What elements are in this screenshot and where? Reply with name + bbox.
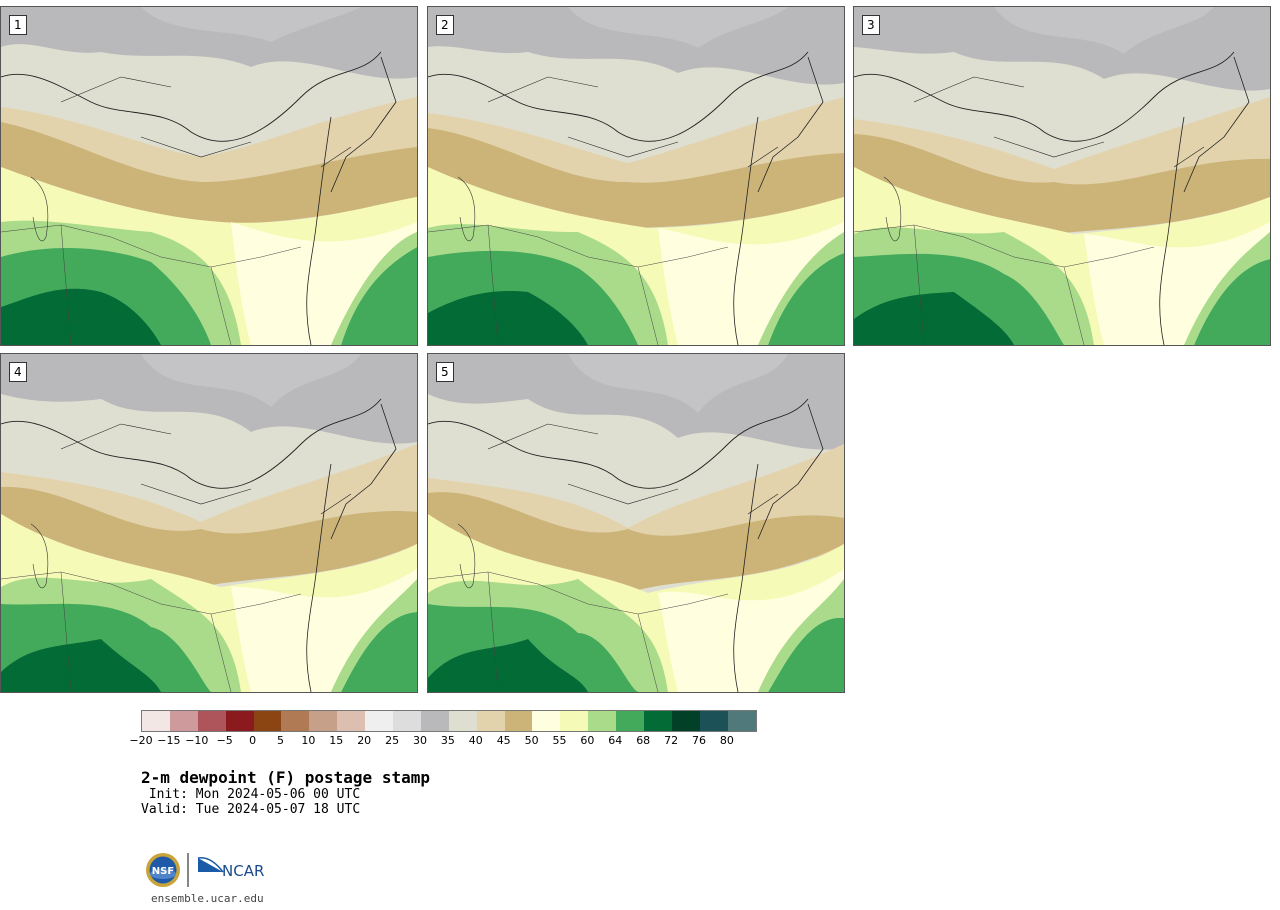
colorbar-swatch <box>560 711 589 731</box>
colorbar-tick: 40 <box>468 734 483 747</box>
panel-label: 3 <box>862 15 880 35</box>
colorbar-tick: −20 <box>129 734 153 747</box>
colorbar-tick: 35 <box>440 734 455 747</box>
colorbar-tick: 0 <box>249 734 257 747</box>
colorbar-tick: 20 <box>357 734 372 747</box>
nsf-seal-icon: NSF <box>146 853 180 887</box>
colorbar-tick: 68 <box>636 734 651 747</box>
footer-url: ensemble.ucar.edu <box>151 892 264 905</box>
init-time: Init: Mon 2024-05-06 00 UTC <box>141 787 361 802</box>
panel-label: 2 <box>436 15 454 35</box>
svg-text:NSF: NSF <box>152 866 174 877</box>
colorbar-swatch <box>365 711 394 731</box>
colorbar-tick: 15 <box>329 734 344 747</box>
colorbar-swatch <box>699 711 728 731</box>
dewpoint-map <box>854 7 1270 345</box>
colorbar-swatch <box>197 711 226 731</box>
colorbar-swatch <box>448 711 477 731</box>
dewpoint-colorbar <box>141 710 757 732</box>
panel-label: 4 <box>9 362 27 382</box>
dewpoint-map <box>1 354 417 692</box>
colorbar-tick: 76 <box>692 734 706 747</box>
ncar-logo-icon: NCAR <box>197 857 264 880</box>
dewpoint-map <box>428 7 844 345</box>
colorbar-swatch <box>644 711 672 731</box>
colorbar-tick: 45 <box>496 734 511 747</box>
panel-label: 5 <box>436 362 454 382</box>
colorbar-tick: 80 <box>719 734 734 747</box>
colorbar-tick-labels: −20 −15 −10 −5 0 5 10 15 20 25 30 35 40 45 50 55 60 64 68 7… <box>129 734 761 750</box>
colorbar-tick: 10 <box>301 734 316 747</box>
colorbar-tick: −10 <box>185 734 209 747</box>
svg-text:NCAR: NCAR <box>222 862 264 880</box>
dewpoint-map <box>1 7 417 345</box>
colorbar-swatch <box>420 711 449 731</box>
colorbar-swatch <box>671 711 700 731</box>
colorbar-tick: −5 <box>216 734 233 747</box>
colorbar-swatch <box>476 711 505 731</box>
valid-time: Valid: Tue 2024-05-07 18 UTC <box>141 802 361 817</box>
colorbar-swatch <box>727 711 756 731</box>
chart-title: 2-m dewpoint (F) postage stamp <box>141 768 430 787</box>
colorbar-tick: −15 <box>157 734 181 747</box>
panel-member-2: 2 <box>427 6 845 346</box>
colorbar-swatch <box>393 711 421 731</box>
footer-logos: NSF NCAR <box>145 850 285 890</box>
colorbar-tick: 72 <box>664 734 679 747</box>
colorbar-tick: 5 <box>277 734 284 747</box>
panel-member-1: 1 <box>0 6 418 346</box>
colorbar-swatch <box>504 711 533 731</box>
colorbar-tick: 64 <box>608 734 623 747</box>
colorbar-tick: 25 <box>385 734 400 747</box>
panel-member-4: 4 <box>0 353 418 693</box>
colorbar-tick: 55 <box>552 734 567 747</box>
colorbar-tick: 30 <box>413 734 427 747</box>
colorbar-swatch <box>225 711 254 731</box>
colorbar-swatch <box>588 711 617 731</box>
colorbar-swatch <box>309 711 338 731</box>
panel-member-3: 3 <box>853 6 1271 346</box>
colorbar-swatch <box>169 711 198 731</box>
nsf-ncar-logo: NSF NCAR <box>146 853 264 887</box>
colorbar-tick: 50 <box>524 734 539 747</box>
colorbar-swatch <box>281 711 310 731</box>
dewpoint-map <box>428 354 844 692</box>
colorbar-swatch <box>532 711 561 731</box>
colorbar-swatch <box>253 711 282 731</box>
panel-member-5: 5 <box>427 353 845 693</box>
colorbar-tick: 60 <box>580 734 595 747</box>
panel-label: 1 <box>9 15 27 35</box>
colorbar-swatch <box>142 711 170 731</box>
colorbar-swatch <box>337 711 366 731</box>
colorbar-swatch <box>616 711 645 731</box>
